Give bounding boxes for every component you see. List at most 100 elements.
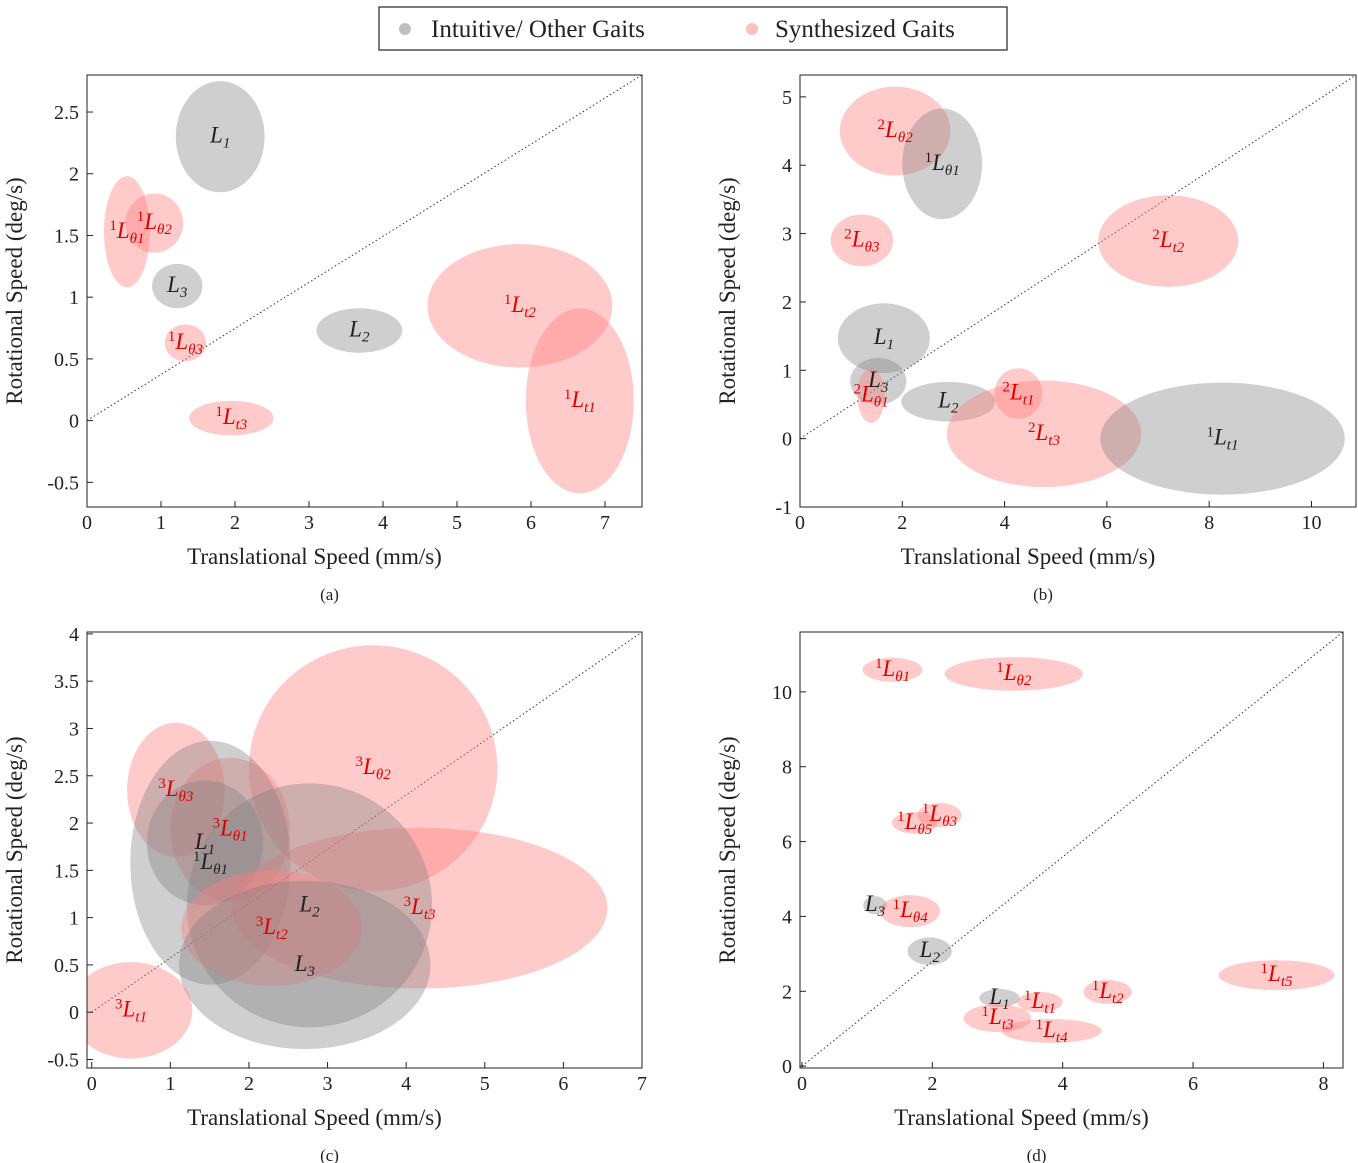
label-sup: 1 <box>1036 1017 1044 1033</box>
ellipse <box>1083 980 1132 1005</box>
label-sub: 3 <box>306 964 315 980</box>
label-sub: t2 <box>276 927 288 943</box>
label-base: L <box>873 324 887 349</box>
label-sub: θ2 <box>898 130 913 146</box>
label-sub: t1 <box>1023 393 1035 409</box>
y-tick-label: -0.5 <box>47 1049 79 1071</box>
x-tick-label: 3 <box>304 512 314 534</box>
label-base: L <box>881 656 895 681</box>
label-sub: 1 <box>208 842 216 858</box>
label-sup: 2 <box>854 382 862 398</box>
ellipse-label: 3Lθ2 <box>356 754 392 783</box>
y-tick-label: 2 <box>69 164 79 186</box>
ellipse <box>902 108 983 220</box>
label-sup: 1 <box>1092 978 1100 994</box>
x-tick-label: 7 <box>637 1073 647 1095</box>
label-sub: θ2 <box>376 767 391 783</box>
caption: (b) <box>1033 585 1053 604</box>
label-sub: θ2 <box>157 222 172 238</box>
y-tick-label: 3.5 <box>54 671 79 693</box>
label-sup: 1 <box>996 660 1004 676</box>
y-tick-label: 1 <box>782 360 792 382</box>
label-sup: 2 <box>844 226 852 242</box>
plot-area <box>800 75 1356 495</box>
y-axis-label: Rotational Speed (deg/s) <box>2 736 27 963</box>
label-sup: 1 <box>109 218 117 234</box>
label-sub: θ2 <box>1017 673 1032 689</box>
y-tick-label: 3 <box>782 224 792 246</box>
ellipse <box>189 400 274 436</box>
label-sup: 3 <box>115 996 123 1012</box>
label-base: L <box>174 329 188 354</box>
label-base: L <box>298 891 312 916</box>
ellipse-label: 2Lt2 <box>1152 227 1184 256</box>
ellipse-label: 3Lθ3 <box>158 776 193 805</box>
y-tick-label: 6 <box>782 832 792 854</box>
ellipse-label: 1Lθ1 <box>109 218 144 247</box>
label-base: L <box>199 849 213 874</box>
label-sub: 2 <box>951 401 959 417</box>
diagonal-line <box>87 75 642 422</box>
ellipse-label: 3Lt3 <box>404 894 436 923</box>
legend-label: Intuitive/ Other Gaits <box>431 16 645 43</box>
ellipse <box>1218 960 1335 991</box>
y-tick-label: 8 <box>782 757 792 779</box>
label-sup: 3 <box>404 894 412 910</box>
ellipse-label: 1Lθ3 <box>922 801 957 830</box>
label-sup: 1 <box>982 1004 990 1020</box>
label-base: L <box>864 891 878 916</box>
ellipse-label: 3Lt1 <box>115 996 147 1025</box>
ellipse-label: L2 <box>919 937 941 966</box>
x-axis-label: Translational Speed (mm/s) <box>187 1105 442 1130</box>
x-tick-label: 6 <box>526 512 536 534</box>
ellipse <box>862 657 923 682</box>
label-sup: 1 <box>875 656 883 672</box>
ellipse-label: L1 <box>209 123 230 152</box>
label-base: L <box>867 367 881 392</box>
x-tick-label: 0 <box>87 1073 97 1095</box>
ellipse-label: 1Lθ2 <box>137 209 173 238</box>
ellipse <box>1017 992 1063 1013</box>
label-base: L <box>931 150 945 175</box>
ellipse-label: 1Lθ3 <box>168 329 203 358</box>
label-sub: 1 <box>1002 997 1010 1013</box>
ellipse <box>1100 382 1345 495</box>
ellipse <box>316 308 403 353</box>
diagonal-line <box>91 632 642 1013</box>
x-tick-label: 1 <box>156 512 166 534</box>
label-base: L <box>928 801 942 826</box>
x-tick-label: 4 <box>1058 1073 1068 1095</box>
ellipse <box>1098 195 1239 287</box>
y-tick-label: 3 <box>69 718 79 740</box>
label-sup: 1 <box>893 897 901 913</box>
label-base: L <box>937 388 951 413</box>
y-tick-label: 1.5 <box>54 860 79 882</box>
label-base: L <box>410 894 424 919</box>
y-tick-label: 0.5 <box>54 349 79 371</box>
label-base: L <box>362 754 376 779</box>
x-tick-label: 6 <box>558 1073 568 1095</box>
ellipse-label: 1Lt1 <box>1207 425 1239 454</box>
label-sup: 1 <box>925 150 933 166</box>
ellipse-label: 1Lt3 <box>215 404 247 433</box>
label-sub: 3 <box>880 380 889 396</box>
ellipse-label: 2Lθ1 <box>854 382 889 411</box>
y-axis-label: Rotational Speed (deg/s) <box>715 736 740 963</box>
label-base: L <box>988 1004 1002 1029</box>
label-base: L <box>1035 420 1049 445</box>
label-base: L <box>348 316 362 341</box>
label-base: L <box>570 387 584 412</box>
y-tick-label: 2 <box>69 813 79 835</box>
x-tick-label: 8 <box>1318 1073 1328 1095</box>
label-sup: 3 <box>212 816 220 832</box>
ellipse-label: 1Lθ5 <box>897 809 933 838</box>
plot-area <box>801 632 1343 1067</box>
ellipse-label: L3 <box>166 272 187 301</box>
y-tick-label: 1.5 <box>54 225 79 247</box>
label-base: L <box>1267 961 1281 986</box>
y-tick-label: 1 <box>69 908 79 930</box>
axes-frame <box>86 74 643 508</box>
ellipse-label: 1Lθ2 <box>996 660 1032 689</box>
label-sub: t1 <box>1227 438 1239 454</box>
label-sup: 3 <box>356 754 364 770</box>
